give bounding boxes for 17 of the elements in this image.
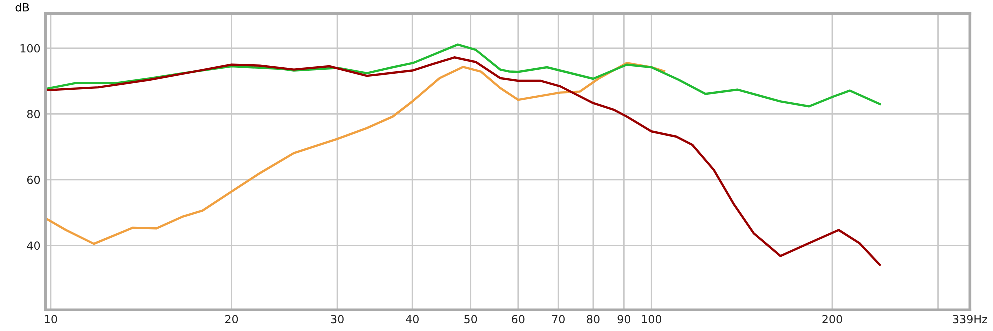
x-tick-label: 30	[331, 315, 344, 324]
y-tick-label: 80	[27, 110, 40, 119]
x-tick-label: 80	[587, 315, 600, 324]
x-tick-label: 50	[464, 315, 478, 324]
x-tick-label: 60	[512, 315, 525, 324]
y-tick-label: 40	[27, 242, 40, 250]
y-axis-title: dB	[16, 3, 30, 12]
y-tick-label: 100	[20, 44, 40, 53]
x-tick-label: 339Hz	[953, 315, 988, 324]
y-tick-label: 60	[27, 176, 40, 184]
x-tick-label: 70	[552, 315, 565, 324]
x-tick-label: 100	[642, 315, 662, 324]
x-tick-label: 10	[45, 315, 58, 324]
x-tick-label: 90	[618, 315, 631, 324]
x-tick-label: 40	[406, 315, 419, 324]
x-tick-label: 200	[822, 315, 842, 324]
x-tick-label: 20	[226, 315, 238, 324]
